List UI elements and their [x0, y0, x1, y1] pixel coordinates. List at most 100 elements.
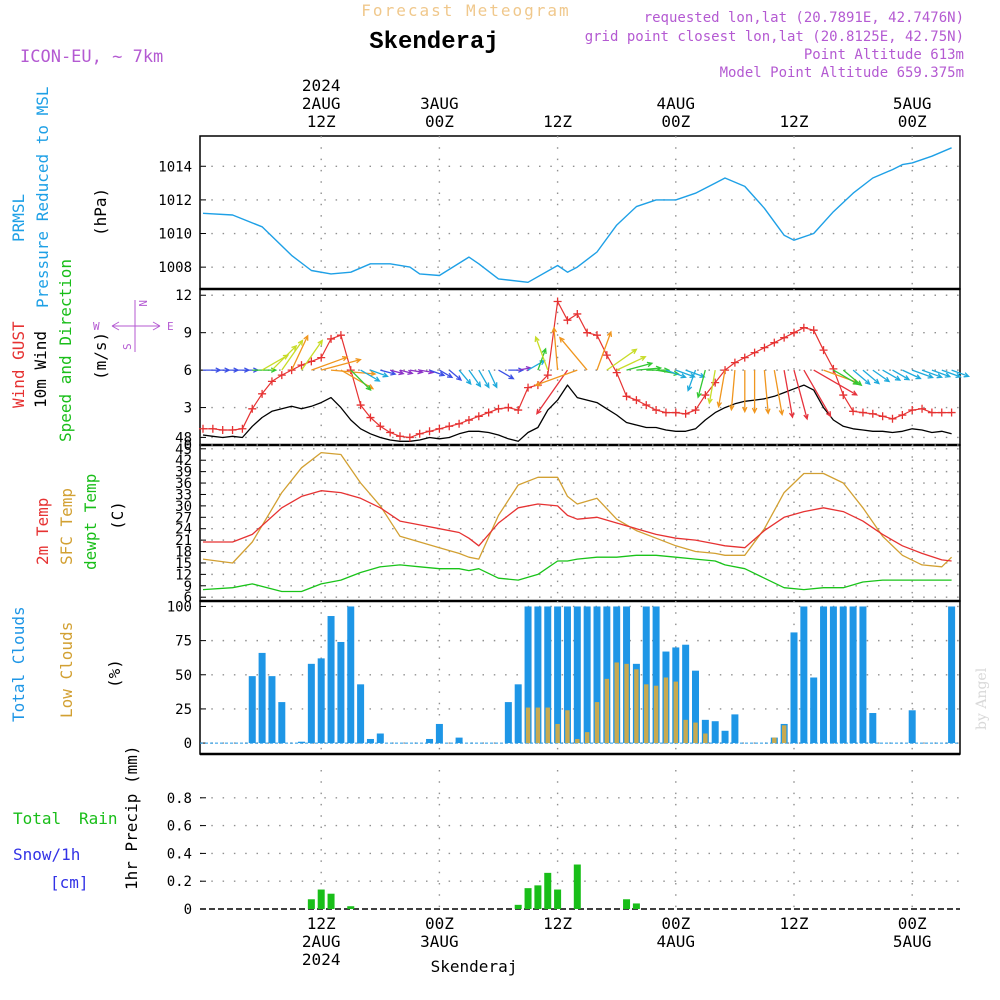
gust-marker [277, 371, 286, 380]
info-gridpoint: grid point closest lon,lat (20.8125E, 42… [585, 29, 964, 45]
station-title: Skenderaj [369, 29, 499, 56]
ytick-precip-2: 0.4 [167, 846, 192, 862]
gust-marker [218, 426, 227, 435]
wind-direction-arrow [862, 369, 881, 385]
low-cloud-bar [653, 685, 659, 744]
wind-direction-arrow [534, 335, 549, 371]
low-cloud-bar [594, 702, 600, 744]
wind-direction-arrow [399, 369, 414, 375]
gust-marker [602, 351, 611, 360]
temp-2m-line [203, 490, 952, 562]
wind-direction-arrow [458, 369, 472, 386]
time-label-bottom-3-1: 4AUG [657, 932, 696, 951]
gust-marker [484, 408, 493, 417]
total-cloud-bar [908, 710, 916, 744]
gust-marker [573, 309, 582, 318]
total-cloud-bar [790, 632, 798, 744]
low-cloud-bar [781, 725, 787, 744]
time-label-top-3-0: 4AUG [657, 94, 696, 113]
wind-direction-arrow [686, 369, 697, 392]
wind-direction-arrow [626, 361, 654, 371]
wind-direction-arrow [281, 339, 304, 371]
wind-direction-arrow [902, 369, 922, 380]
precip-snow-unit: [cm] [50, 873, 89, 892]
ytick-temperature-8: 30 [175, 499, 192, 515]
wind-direction-arrow [707, 369, 716, 405]
gust-marker [878, 412, 887, 421]
time-label-bottom-2-0: 12Z [543, 914, 572, 933]
gust-marker [622, 392, 631, 401]
wind-direction-arrow [882, 369, 902, 381]
total-cloud-bar [278, 702, 286, 744]
ytick-precip-0: 0 [184, 902, 192, 918]
total-cloud-bar [534, 606, 542, 744]
time-label-bottom-0-0: 12Z [307, 914, 336, 933]
gust-marker [790, 328, 798, 337]
wind-direction-arrow [498, 369, 515, 380]
wind-direction-arrow [606, 348, 638, 371]
pressure-unit: (hPa) [91, 188, 110, 236]
gust-marker [297, 361, 306, 370]
gust-marker [464, 416, 473, 425]
total-cloud-bar [859, 606, 867, 744]
ytick-clouds-0: 0 [184, 736, 192, 752]
wind-direction-arrow [911, 369, 935, 379]
gust-marker [455, 419, 464, 428]
ytick-precip-3: 0.6 [167, 819, 192, 835]
wind-direction-arrow [321, 358, 362, 371]
total-cloud-bar [849, 606, 857, 744]
time-label-top-0-0: 2024 [302, 76, 341, 95]
clouds-unit: (%) [105, 659, 124, 688]
time-label-bottom-5-0: 00Z [898, 914, 927, 933]
compass-icon: W E N S [93, 300, 174, 352]
wind-direction-arrow [941, 369, 962, 379]
pressure-label-msl: Pressure Reduced to MSL [33, 86, 52, 308]
ytick-wind-3: 9 [184, 326, 192, 342]
low-cloud-bar [614, 662, 619, 744]
gust-marker [701, 391, 710, 400]
total-cloud-bar [327, 616, 335, 744]
ytick-temperature-1: 9 [184, 579, 192, 595]
gust-marker [937, 408, 946, 417]
gust-marker [435, 424, 444, 433]
gust-marker [248, 404, 257, 413]
wind-direction-arrow [551, 326, 559, 371]
temp-unit: (C) [108, 501, 127, 530]
gust-marker [543, 371, 552, 380]
gust-marker [396, 432, 404, 441]
gust-marker [868, 409, 877, 418]
gust-marker [661, 408, 670, 417]
rain-bar [317, 889, 325, 909]
time-label-bottom-1-0: 00Z [425, 914, 454, 933]
ytick-temperature-0: 6 [184, 590, 192, 606]
wind-direction-arrow [921, 369, 944, 379]
gust-marker [228, 426, 237, 435]
wind-direction-arrow [892, 369, 911, 381]
total-cloud-bar [524, 606, 532, 744]
rain-bar [534, 885, 542, 909]
gust-marker [386, 428, 395, 437]
wind-direction-arrow [468, 369, 482, 388]
total-cloud-bar [563, 606, 571, 744]
gust-marker [908, 406, 917, 415]
ytick-temperature-5: 21 [175, 533, 192, 549]
gust-marker [445, 422, 454, 431]
ytick-wind-1: 3 [184, 401, 192, 417]
time-label-top-5-1: 00Z [898, 112, 927, 131]
wind-direction-arrow [311, 356, 349, 371]
rain-bar [554, 889, 562, 909]
temp-sfc-label: SFC Temp [57, 488, 76, 565]
rain-bar [347, 906, 355, 909]
low-cloud-bar [525, 707, 531, 744]
wind-direction-arrow [380, 369, 397, 376]
wind-direction-arrow [742, 370, 748, 414]
low-cloud-bar [555, 723, 560, 744]
precip-unit: 1hr Precip (mm) [122, 746, 141, 891]
ytick-temperature-10: 36 [175, 476, 192, 492]
total-cloud-bar [642, 606, 650, 744]
wind-direction-arrow [763, 370, 771, 415]
ytick-temperature-9: 33 [175, 487, 192, 503]
total-cloud-bar [721, 730, 729, 744]
gust-marker [849, 407, 858, 416]
info-model-altitude: Model Point Altitude 659.375m [720, 65, 964, 81]
